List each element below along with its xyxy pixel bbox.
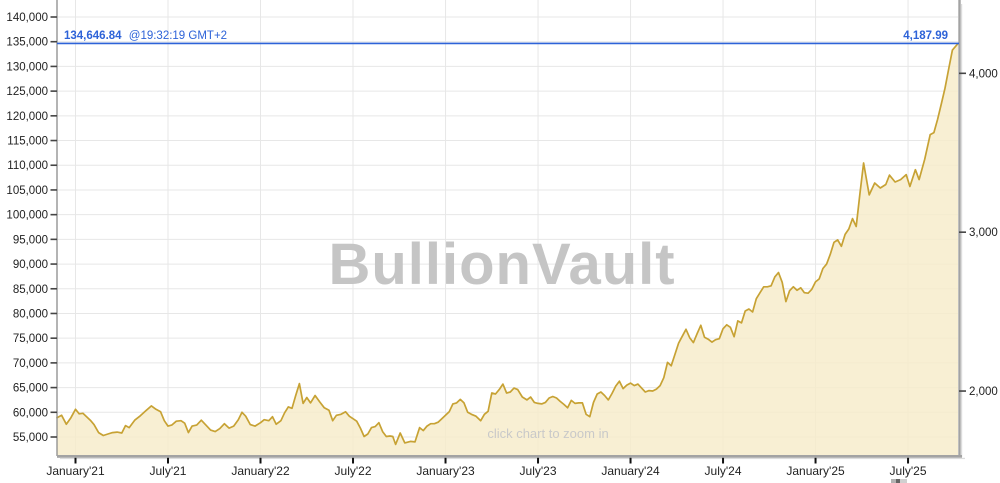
x-tick-label: July'21	[150, 464, 187, 478]
y-tick-label: 65,000	[13, 383, 48, 395]
x-tick-label: January'21	[46, 464, 105, 478]
x-tick-label: January'24	[601, 464, 660, 478]
y-tick-label: 85,000	[13, 284, 48, 296]
y-tick-label: 130,000	[6, 61, 48, 73]
x-tick-label: January'22	[231, 464, 290, 478]
y-tick-label: 105,000	[6, 185, 48, 197]
price-area	[57, 43, 958, 455]
oz-tick-label: 2,000	[969, 386, 998, 398]
y-tick-label: 80,000	[13, 308, 48, 320]
y-tick-label: 120,000	[6, 111, 48, 123]
y-tick-label: 115,000	[7, 136, 48, 148]
watermark-text: BullionVault	[328, 232, 675, 297]
x-axis-bar	[57, 455, 962, 458]
y-tick-label: 100,000	[6, 210, 48, 222]
y-tick-label: 135,000	[6, 37, 48, 49]
y-tick-label: 125,000	[6, 86, 48, 98]
y-tick-label: 55,000	[13, 432, 48, 444]
y-tick-label: 95,000	[13, 234, 48, 246]
current-price-label-oz: 4,187.99	[903, 30, 948, 42]
x-tick-label: July'24	[705, 464, 742, 478]
cut-off-bottom-icon	[891, 479, 907, 483]
current-price-label-kg: 134,646.84 @19:32:19 GMT+2	[64, 30, 227, 42]
price-line	[56, 42, 959, 446]
x-tick-label: January'23	[416, 464, 475, 478]
x-tick-label: January'25	[786, 464, 845, 478]
x-tick-label: July'22	[335, 464, 372, 478]
x-tick-label: July'25	[890, 464, 927, 478]
y-tick-label: 75,000	[13, 333, 48, 345]
x-axis-bar-shadow	[60, 457, 965, 460]
axes: 55,000 60,000 65,000 70,000 75,000 80,000 85,0…	[6, 0, 998, 478]
oz-tick-label: 3,000	[969, 227, 998, 239]
oz-tick-label: 4,000	[969, 68, 998, 80]
price-series	[56, 42, 959, 455]
y-tick-label: 110,000	[7, 160, 48, 172]
zoom-hint-text: click chart to zoom in	[487, 426, 608, 441]
x-tick-label: July'23	[520, 464, 557, 478]
y-tick-label: 70,000	[13, 358, 48, 370]
price-kg-value: 134,646.84	[64, 30, 122, 42]
price-timestamp: @19:32:19 GMT+2	[129, 30, 227, 42]
y-tick-label: 60,000	[13, 407, 48, 419]
y-tick-label: 140,000	[6, 12, 48, 24]
gridlines	[57, 0, 958, 455]
y-tick-label: 90,000	[13, 259, 48, 271]
